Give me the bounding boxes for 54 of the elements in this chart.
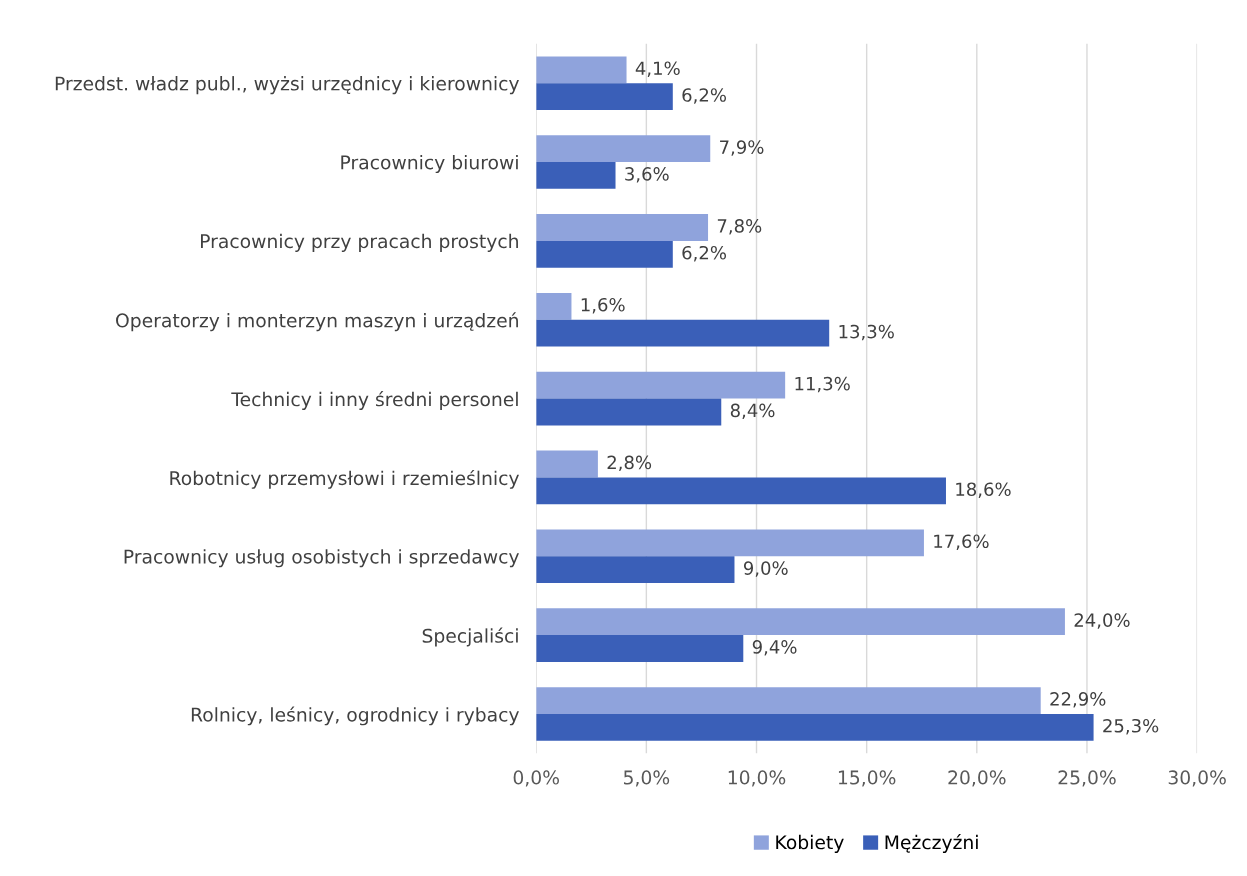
bar: [536, 56, 627, 84]
bar: [536, 450, 598, 478]
bar: [536, 162, 616, 189]
data-label: 9,0%: [743, 561, 788, 577]
data-label: 9,4%: [752, 640, 797, 656]
y-tick-label: Robotnicy przemysłowi i rzemieślnicy: [170, 469, 519, 489]
y-tick-label: Pracownicy usług osobistych i sprzedawcy: [124, 549, 519, 568]
y-tick-label: Rolnicy, leśnicy, ogrodnicy i rybacy: [191, 706, 519, 726]
x-tick-label: 0,0%: [513, 770, 559, 787]
data-label: 4,1%: [635, 61, 680, 77]
data-label: 3,6%: [625, 167, 669, 183]
bar: [536, 477, 946, 505]
data-label: 13,3%: [839, 324, 894, 341]
bar: [536, 319, 830, 347]
y-tick-label: Specjaliści: [422, 627, 518, 647]
data-label: 6,2%: [682, 245, 727, 262]
data-label: 24,0%: [1074, 613, 1130, 629]
x-tick-label: 10,0%: [728, 770, 786, 787]
y-tick-label: Pracownicy biurowi: [341, 154, 518, 174]
data-label: 1,6%: [581, 297, 625, 314]
legend-label: Kobiety: [776, 834, 844, 853]
x-tick-label: 30,0%: [1168, 770, 1226, 787]
bar: [536, 135, 711, 163]
bar: [536, 713, 1094, 741]
y-tick-label: Pracownicy przy pracach prostych: [201, 233, 518, 252]
x-tick-label: 15,0%: [838, 770, 896, 787]
data-label: 8,4%: [730, 403, 775, 420]
bar: [536, 608, 1065, 636]
legend-label: Mężczyźni: [885, 834, 978, 853]
data-label: 18,6%: [956, 482, 1011, 498]
data-label: 6,2%: [682, 88, 727, 104]
data-label: 25,3%: [1103, 718, 1159, 735]
bar: [536, 240, 673, 268]
y-tick-label: Operatorzy i monterzyn maszyn i urządzeń: [116, 312, 518, 332]
bar: [536, 214, 709, 241]
bar: [536, 529, 924, 557]
bar: [536, 687, 1041, 714]
data-label: 17,6%: [934, 534, 989, 550]
x-tick-label: 5,0%: [623, 770, 670, 787]
x-tick-label: 20,0%: [948, 770, 1006, 787]
bar: [536, 83, 673, 111]
bar: [536, 371, 786, 399]
bar: [536, 292, 572, 320]
bar: [536, 556, 735, 584]
bar: [536, 635, 744, 662]
y-tick-label: Przedst. władz publ., wyżsi urzędnicy i kierownicy: [55, 76, 519, 95]
data-label: 22,9%: [1050, 692, 1106, 708]
data-label: 7,8%: [717, 219, 762, 235]
x-tick-label: 25,0%: [1058, 770, 1116, 787]
y-tick-label: Technicy i inny średni personel: [231, 391, 518, 410]
data-label: 7,9%: [720, 140, 764, 156]
data-label: 2,8%: [607, 455, 652, 472]
data-label: 11,3%: [795, 376, 850, 393]
bar: [536, 398, 722, 426]
